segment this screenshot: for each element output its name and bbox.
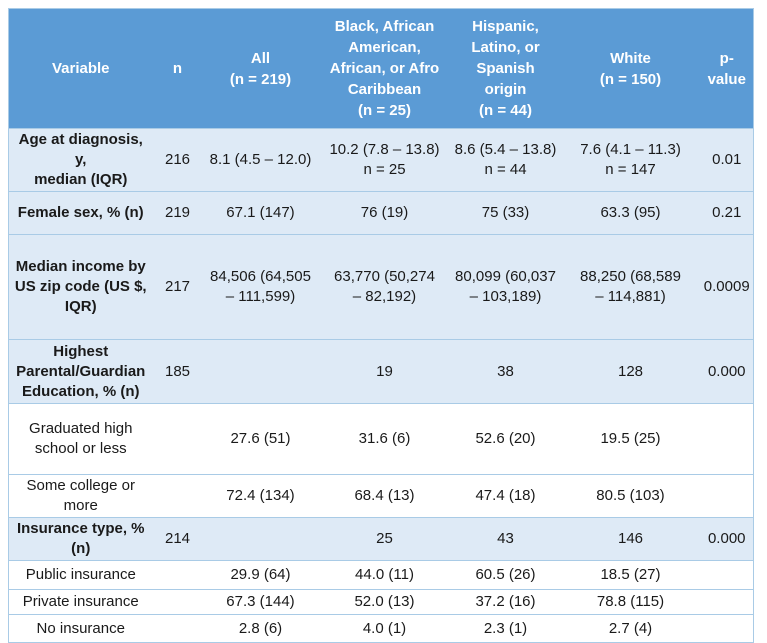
demographics-table: Variable n All (n = 219) Black, African …	[8, 8, 754, 643]
value-cell: 0.21	[700, 191, 754, 235]
value-cell: 10.2 (7.8 – 13.8) n = 25	[318, 128, 451, 192]
value-cell: 18.5 (27)	[560, 560, 701, 590]
value-cell: 8.6 (5.4 – 13.8) n = 44	[450, 128, 561, 192]
row-label-cell: Median income by US zip code (US $, IQR)	[8, 234, 153, 340]
value-cell: 217	[152, 234, 203, 340]
table-row: No insurance 2.8 (6) 4.0 (1) 2.3 (1) 2.7…	[8, 614, 754, 643]
value-cell	[700, 403, 754, 475]
header-row: Variable n All (n = 219) Black, African …	[8, 8, 754, 129]
row-label-cell: Age at diagnosis, y, median (IQR)	[8, 128, 153, 192]
value-cell: 219	[152, 191, 203, 235]
value-cell: 52.0 (13)	[318, 589, 451, 615]
value-cell	[700, 589, 754, 615]
header-cell-white: White (n = 150)	[560, 8, 701, 129]
value-cell: 60.5 (26)	[450, 560, 561, 590]
row-label-cell: Some college or more	[8, 474, 153, 518]
value-cell: 7.6 (4.1 – 11.3) n = 147	[560, 128, 701, 192]
row-label-cell: Public insurance	[8, 560, 153, 590]
value-cell: 25	[318, 517, 451, 561]
value-cell	[152, 403, 203, 475]
value-cell: 27.6 (51)	[202, 403, 319, 475]
value-cell: 80.5 (103)	[560, 474, 701, 518]
table-row: Female sex, % (n) 219 67.1 (147) 76 (19)…	[8, 191, 754, 235]
value-cell	[152, 560, 203, 590]
table-row: Public insurance 29.9 (64) 44.0 (11) 60.…	[8, 560, 754, 590]
value-cell	[202, 517, 319, 561]
value-cell: 68.4 (13)	[318, 474, 451, 518]
table-row: Age at diagnosis, y, median (IQR) 216 8.…	[8, 128, 754, 192]
value-cell: 146	[560, 517, 701, 561]
value-cell: 0.0009	[700, 234, 754, 340]
row-label-cell: Female sex, % (n)	[8, 191, 153, 235]
value-cell: 44.0 (11)	[318, 560, 451, 590]
value-cell: 31.6 (6)	[318, 403, 451, 475]
value-cell: 19	[318, 339, 451, 404]
row-label-cell: No insurance	[8, 614, 153, 643]
value-cell: 2.3 (1)	[450, 614, 561, 643]
value-cell: 214	[152, 517, 203, 561]
value-cell: 47.4 (18)	[450, 474, 561, 518]
value-cell	[152, 589, 203, 615]
value-cell: 128	[560, 339, 701, 404]
value-cell: 63.3 (95)	[560, 191, 701, 235]
table-row: Some college or more 72.4 (134) 68.4 (13…	[8, 474, 754, 518]
value-cell: 72.4 (134)	[202, 474, 319, 518]
value-cell: 216	[152, 128, 203, 192]
value-cell: 19.5 (25)	[560, 403, 701, 475]
value-cell: 67.3 (144)	[202, 589, 319, 615]
header-cell-n: n	[152, 8, 203, 129]
value-cell: 75 (33)	[450, 191, 561, 235]
value-cell: 0.01	[700, 128, 754, 192]
value-cell: 4.0 (1)	[318, 614, 451, 643]
value-cell	[202, 339, 319, 404]
row-label-cell: Private insurance	[8, 589, 153, 615]
value-cell	[700, 614, 754, 643]
value-cell: 37.2 (16)	[450, 589, 561, 615]
row-label-cell: Highest Parental/Guardian Education, % (…	[8, 339, 153, 404]
value-cell: 0.000	[700, 339, 754, 404]
row-label-cell: Insurance type, % (n)	[8, 517, 153, 561]
value-cell: 2.8 (6)	[202, 614, 319, 643]
value-cell: 80,099 (60,037 – 103,189)	[450, 234, 561, 340]
value-cell: 52.6 (20)	[450, 403, 561, 475]
header-cell-variable: Variable	[8, 8, 153, 129]
row-label-cell: Graduated high school or less	[8, 403, 153, 475]
value-cell	[152, 614, 203, 643]
header-cell-black: Black, African American, African, or Afr…	[318, 8, 451, 129]
table-row: Insurance type, % (n) 214 25 43 146 0.00…	[8, 517, 754, 561]
value-cell: 76 (19)	[318, 191, 451, 235]
value-cell: 0.000	[700, 517, 754, 561]
table-row: Median income by US zip code (US $, IQR)…	[8, 234, 754, 340]
table-row: Graduated high school or less 27.6 (51) …	[8, 403, 754, 475]
document-page: Variable n All (n = 219) Black, African …	[8, 8, 754, 643]
value-cell: 78.8 (115)	[560, 589, 701, 615]
value-cell: 67.1 (147)	[202, 191, 319, 235]
value-cell	[152, 474, 203, 518]
value-cell: 88,250 (68,589 – 114,881)	[560, 234, 701, 340]
header-cell-hispanic: Hispanic, Latino, or Spanish origin (n =…	[450, 8, 561, 129]
value-cell	[700, 560, 754, 590]
value-cell: 63,770 (50,274 – 82,192)	[318, 234, 451, 340]
value-cell: 84,506 (64,505 – 111,599)	[202, 234, 319, 340]
table-row: Private insurance 67.3 (144) 52.0 (13) 3…	[8, 589, 754, 615]
table-row: Highest Parental/Guardian Education, % (…	[8, 339, 754, 404]
header-cell-pvalue: p-value	[700, 8, 754, 129]
header-cell-all: All (n = 219)	[202, 8, 319, 129]
value-cell: 29.9 (64)	[202, 560, 319, 590]
value-cell	[700, 474, 754, 518]
value-cell: 43	[450, 517, 561, 561]
value-cell: 8.1 (4.5 – 12.0)	[202, 128, 319, 192]
value-cell: 38	[450, 339, 561, 404]
value-cell: 2.7 (4)	[560, 614, 701, 643]
value-cell: 185	[152, 339, 203, 404]
